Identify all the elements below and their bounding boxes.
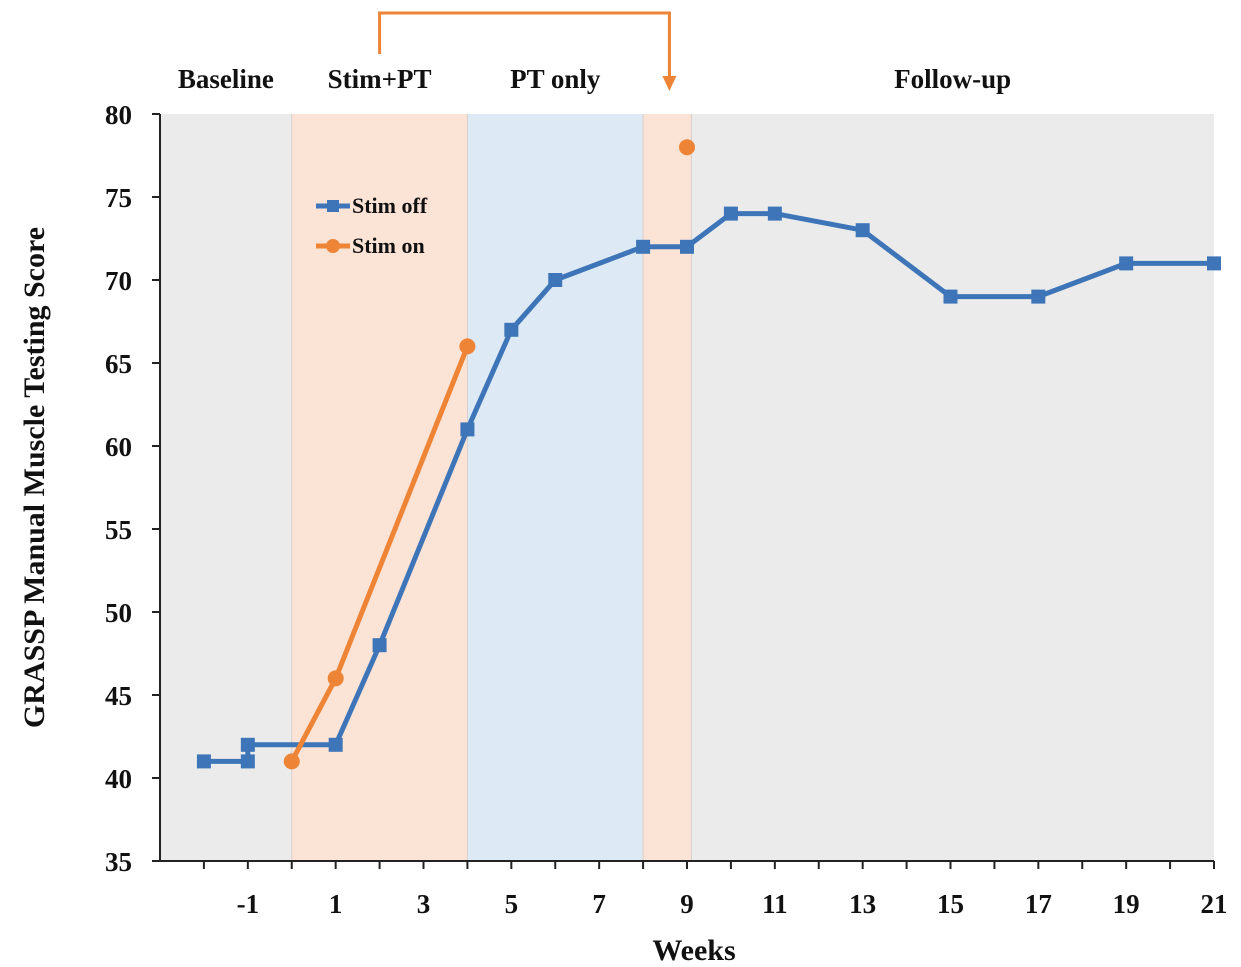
y-tick-label: 60: [105, 432, 132, 462]
data-point-circle: [679, 139, 695, 156]
legend: Stim off Stim on: [316, 193, 428, 258]
data-point-square: [636, 239, 651, 254]
data-point-square: [723, 206, 738, 221]
data-point-square: [240, 737, 255, 752]
x-tick-label: 9: [680, 889, 694, 919]
annotation-arrow: [378, 11, 677, 91]
x-tick-label: 11: [762, 889, 788, 919]
x-tick-label: 17: [1025, 889, 1052, 919]
x-tick-label: 21: [1201, 889, 1228, 919]
phase-bands: [160, 114, 1214, 861]
legend-marker-square: [327, 200, 339, 212]
x-axis-title: Weeks: [652, 934, 735, 967]
legend-marker-circle: [326, 239, 340, 253]
y-tick-label: 35: [105, 847, 132, 877]
data-point-square: [1207, 256, 1221, 271]
phase-band: [160, 114, 292, 861]
x-tick-label: -1: [237, 889, 260, 919]
annotation-arrowhead: [662, 76, 677, 91]
x-tick-label: 7: [592, 889, 606, 919]
data-point-square: [196, 754, 211, 769]
x-tick-label: 19: [1113, 889, 1140, 919]
data-point-square: [943, 289, 958, 304]
y-tick-label: 50: [105, 598, 132, 628]
phase-label: Baseline: [178, 64, 274, 94]
x-tick-label: 15: [937, 889, 964, 919]
phase-labels: Baseline Stim+PT PT only Follow-up: [178, 64, 1011, 94]
y-axis-title: GRASSP Manual Muscle Testing Score: [18, 227, 51, 728]
y-tick-label: 75: [105, 183, 132, 213]
phase-band: [467, 114, 644, 861]
data-point-square: [504, 322, 519, 337]
y-tick-label: 45: [105, 681, 132, 711]
data-point-square: [328, 737, 343, 752]
y-tick-label: 55: [105, 515, 132, 545]
data-point-square: [240, 754, 255, 769]
x-tick-label: 13: [849, 889, 876, 919]
data-point-square: [460, 422, 475, 437]
data-point-square: [1031, 289, 1046, 304]
y-tick-label: 80: [105, 100, 132, 130]
data-point-square: [1119, 256, 1134, 271]
y-tick-label: 40: [105, 764, 132, 794]
phase-label: Follow-up: [894, 64, 1011, 94]
annotation-line: [378, 11, 671, 78]
phase-label: PT only: [510, 64, 601, 94]
data-point-square: [680, 239, 694, 254]
legend-label: Stim off: [352, 193, 428, 218]
phase-band: [291, 114, 468, 861]
x-tick-label: 5: [505, 889, 519, 919]
plot-area: [196, 139, 1221, 770]
data-point-square: [855, 223, 870, 238]
phase-band: [691, 114, 1214, 861]
data-point-square: [372, 638, 387, 653]
legend-label: Stim on: [352, 233, 425, 258]
y-tick-label: 70: [105, 266, 132, 296]
y-tick-label: 65: [105, 349, 132, 379]
phase-label: Stim+PT: [328, 64, 432, 94]
data-point-circle: [327, 670, 344, 687]
phase-band: [643, 114, 692, 861]
data-point-square: [767, 206, 782, 221]
data-point-square: [548, 273, 563, 287]
data-point-circle: [459, 338, 476, 355]
x-tick-label: 1: [329, 889, 343, 919]
x-tick-label: 3: [417, 889, 431, 919]
data-point-circle: [283, 753, 300, 770]
